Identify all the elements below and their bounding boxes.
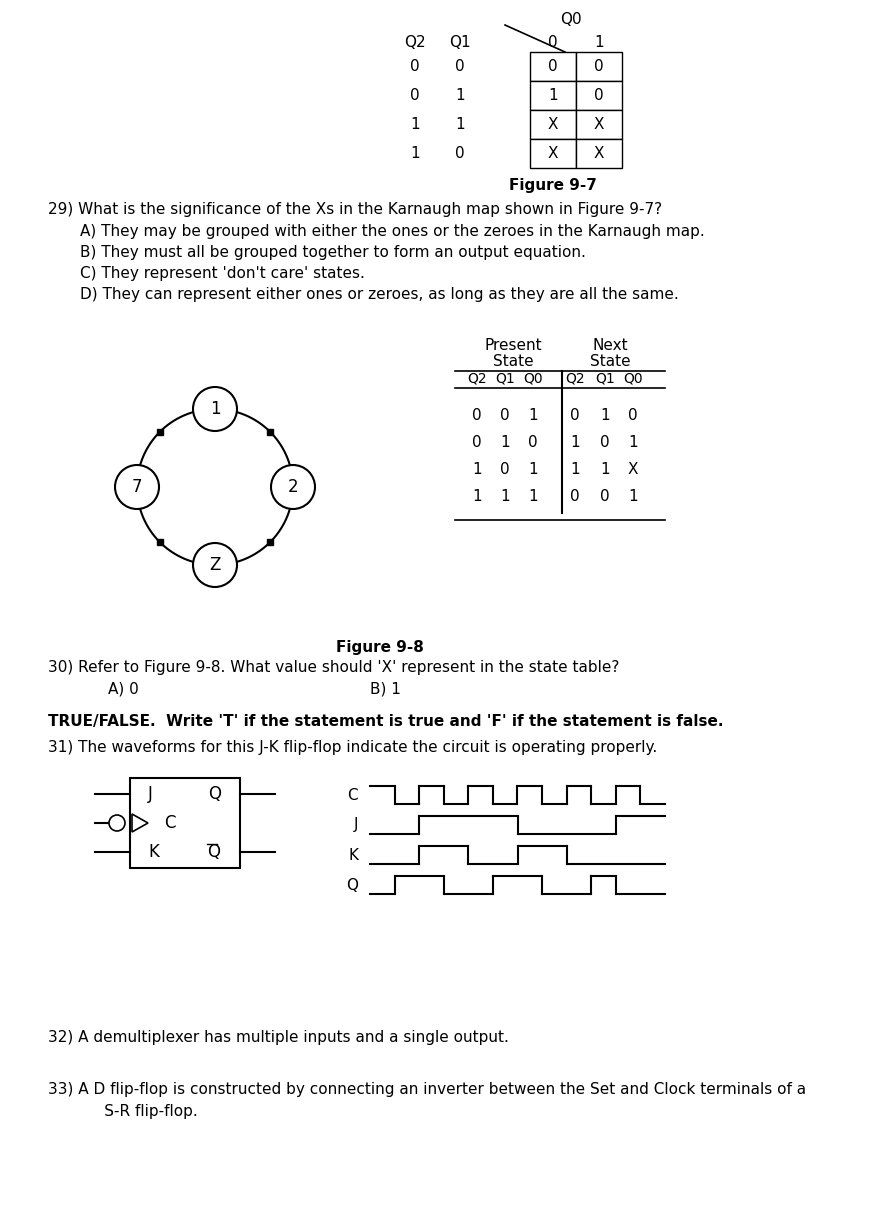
Text: C) They represent 'don't care' states.: C) They represent 'don't care' states. xyxy=(80,266,365,281)
Circle shape xyxy=(109,815,125,831)
Bar xyxy=(530,51,576,81)
Text: State: State xyxy=(590,354,630,369)
Text: 0: 0 xyxy=(500,462,510,477)
Text: 0: 0 xyxy=(410,59,420,74)
Text: 33) A D flip-flop is constructed by connecting an inverter between the Set and C: 33) A D flip-flop is constructed by conn… xyxy=(48,1082,806,1098)
Text: 2: 2 xyxy=(288,478,298,496)
Bar xyxy=(130,778,240,869)
Text: 1: 1 xyxy=(528,408,538,423)
Text: Next: Next xyxy=(592,338,627,353)
Text: J: J xyxy=(354,817,358,833)
Circle shape xyxy=(193,387,237,431)
Text: Present: Present xyxy=(484,338,542,353)
Circle shape xyxy=(115,466,159,510)
Text: X: X xyxy=(547,146,558,160)
Text: Z: Z xyxy=(209,556,221,575)
Text: Q0: Q0 xyxy=(524,372,543,386)
Text: 0: 0 xyxy=(455,146,465,160)
Text: Figure 9-7: Figure 9-7 xyxy=(509,178,597,194)
Text: K: K xyxy=(348,848,358,862)
Text: X: X xyxy=(627,462,638,477)
Text: 1: 1 xyxy=(500,435,510,450)
Bar xyxy=(576,51,622,81)
Text: Q1: Q1 xyxy=(595,372,615,386)
Text: 32) A demultiplexer has multiple inputs and a single output.: 32) A demultiplexer has multiple inputs … xyxy=(48,1030,509,1045)
Bar xyxy=(530,81,576,110)
Text: Figure 9-8: Figure 9-8 xyxy=(336,639,424,655)
Text: K: K xyxy=(148,843,159,861)
Text: Q: Q xyxy=(207,843,220,861)
Circle shape xyxy=(193,543,237,587)
Text: Q1: Q1 xyxy=(449,36,471,50)
Bar xyxy=(576,81,622,110)
Text: A) They may be grouped with either the ones or the zeroes in the Karnaugh map.: A) They may be grouped with either the o… xyxy=(80,224,705,239)
Text: 0: 0 xyxy=(570,408,580,423)
Text: 1: 1 xyxy=(570,435,580,450)
Text: 1: 1 xyxy=(410,118,420,132)
Text: 1: 1 xyxy=(528,489,538,503)
Text: 1: 1 xyxy=(600,408,610,423)
Text: TRUE/FALSE.  Write 'T' if the statement is true and 'F' if the statement is fals: TRUE/FALSE. Write 'T' if the statement i… xyxy=(48,714,723,729)
Text: Q: Q xyxy=(346,877,358,893)
Text: 0: 0 xyxy=(500,408,510,423)
Text: 0: 0 xyxy=(600,435,610,450)
Text: 1: 1 xyxy=(570,462,580,477)
Text: 0: 0 xyxy=(548,36,558,50)
Text: 1: 1 xyxy=(528,462,538,477)
Text: 7: 7 xyxy=(132,478,143,496)
Text: Q1: Q1 xyxy=(495,372,515,386)
Text: X: X xyxy=(594,118,605,132)
Text: B) They must all be grouped together to form an output equation.: B) They must all be grouped together to … xyxy=(80,245,586,260)
Text: S-R flip-flop.: S-R flip-flop. xyxy=(75,1104,198,1118)
Text: 1: 1 xyxy=(600,462,610,477)
Text: 0: 0 xyxy=(570,489,580,503)
Text: 1: 1 xyxy=(628,489,638,503)
Text: 0: 0 xyxy=(594,88,604,103)
Text: 0: 0 xyxy=(528,435,538,450)
Text: 0: 0 xyxy=(410,88,420,103)
Text: 0: 0 xyxy=(548,59,558,74)
Text: X: X xyxy=(594,146,605,160)
Text: Q0: Q0 xyxy=(560,12,582,27)
Circle shape xyxy=(271,466,315,510)
Text: 31) The waveforms for this J-K flip-flop indicate the circuit is operating prope: 31) The waveforms for this J-K flip-flop… xyxy=(48,740,657,755)
Text: 0: 0 xyxy=(473,408,482,423)
Text: 0: 0 xyxy=(473,435,482,450)
Text: C: C xyxy=(164,813,175,832)
Text: 1: 1 xyxy=(548,88,558,103)
Text: 29) What is the significance of the Xs in the Karnaugh map shown in Figure 9-7?: 29) What is the significance of the Xs i… xyxy=(48,202,662,217)
Text: A) 0: A) 0 xyxy=(108,682,139,697)
Text: 0: 0 xyxy=(455,59,465,74)
Text: 1: 1 xyxy=(500,489,510,503)
Bar xyxy=(530,110,576,138)
Text: 1: 1 xyxy=(455,118,465,132)
Text: 0: 0 xyxy=(594,59,604,74)
Text: B) 1: B) 1 xyxy=(370,682,401,697)
Text: 30) Refer to Figure 9-8. What value should 'X' represent in the state table?: 30) Refer to Figure 9-8. What value shou… xyxy=(48,660,620,675)
Text: Q: Q xyxy=(208,785,221,804)
Text: 1: 1 xyxy=(473,489,482,503)
Text: 1: 1 xyxy=(628,435,638,450)
Text: C: C xyxy=(348,788,358,802)
Text: 1: 1 xyxy=(410,146,420,160)
Text: 0: 0 xyxy=(628,408,638,423)
Text: X: X xyxy=(547,118,558,132)
Text: 1: 1 xyxy=(594,36,604,50)
Text: 1: 1 xyxy=(455,88,465,103)
Bar xyxy=(576,138,622,168)
Text: Q0: Q0 xyxy=(623,372,642,386)
Text: 1: 1 xyxy=(473,462,482,477)
Text: State: State xyxy=(493,354,533,369)
Bar xyxy=(530,138,576,168)
Text: 1: 1 xyxy=(209,401,220,418)
Text: J: J xyxy=(148,785,153,804)
Text: Q2: Q2 xyxy=(565,372,585,386)
Bar xyxy=(576,110,622,138)
Text: 0: 0 xyxy=(600,489,610,503)
Text: Q2: Q2 xyxy=(467,372,487,386)
Text: D) They can represent either ones or zeroes, as long as they are all the same.: D) They can represent either ones or zer… xyxy=(80,287,678,303)
Text: Q2: Q2 xyxy=(404,36,426,50)
